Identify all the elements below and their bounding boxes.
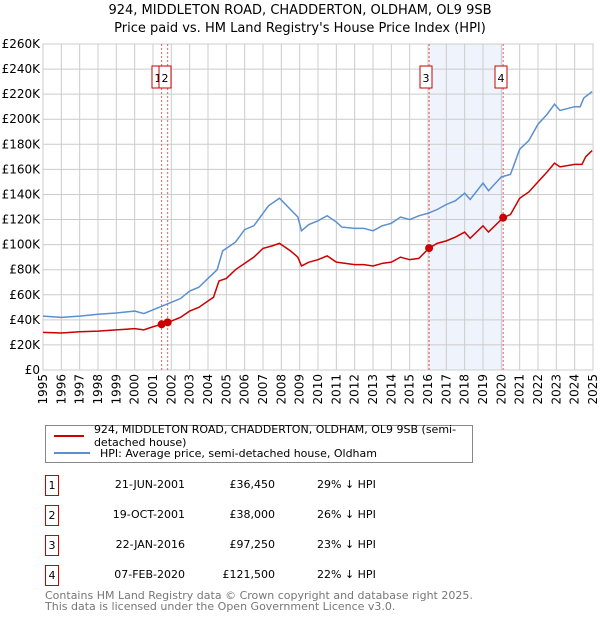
x-tick-label: 2016 [421, 374, 435, 405]
y-tick-label: £220K [2, 87, 42, 101]
x-tick-label: 1998 [91, 374, 105, 405]
legend-label: HPI: Average price, semi-detached house,… [100, 446, 377, 460]
x-tick-label: 2014 [384, 374, 398, 405]
x-tick-label: 2009 [293, 374, 307, 405]
x-tick-label: 2003 [183, 374, 197, 405]
y-tick-label: £160K [2, 162, 42, 176]
y-tick-label: £100K [2, 238, 42, 252]
chart-title: 924, MIDDLETON ROAD, CHADDERTON, OLDHAM,… [108, 3, 492, 18]
sale-number-badge: 3 [45, 535, 59, 556]
x-tick-label: 2020 [494, 374, 508, 405]
x-tick-label: 2015 [403, 374, 417, 405]
x-tick-label: 2004 [201, 374, 215, 405]
y-tick-label: £0 [25, 363, 40, 377]
sale-label-box [494, 65, 508, 89]
x-tick-label: 2007 [256, 374, 270, 405]
y-tick-label: £40K [9, 313, 41, 327]
x-tick-label: 2025 [586, 374, 600, 405]
y-tick-label: £180K [2, 137, 42, 151]
sale-hpi-diff: 23% ↓ HPI [317, 538, 376, 551]
sale-price: £97,250 [229, 538, 276, 551]
x-tick-label: 2017 [439, 374, 453, 405]
y-tick-label: £60K [9, 288, 41, 302]
x-tick-label: 2002 [164, 374, 178, 405]
sale-point [425, 244, 434, 253]
y-tick-label: £20K [9, 338, 41, 352]
plot-border [42, 43, 594, 371]
sale-price: £36,450 [229, 478, 276, 491]
legend-label: 924, MIDDLETON ROAD, CHADDERTON, OLDHAM,… [93, 423, 457, 449]
sale-date: 21-JUN-2001 [114, 478, 185, 491]
x-tick-label: 1999 [109, 374, 123, 405]
sale-label: 4 [498, 72, 505, 85]
y-tick-label: £260K [2, 37, 42, 51]
sale-label-box [158, 65, 172, 89]
sale-point [499, 213, 508, 222]
plot-area: £0 £20K £40K £60K £80K £100K £120K £140K £160K £1… [2, 37, 600, 405]
footer-copyright: Contains HM Land Registry data © Crown c… [45, 589, 473, 602]
legend-item-hpi: HPI: Average price, semi-detached house,… [54, 445, 377, 461]
sale-number-badge: 4 [45, 565, 59, 586]
y-tick-label: £120K [2, 213, 42, 227]
x-tick-label: 2010 [311, 374, 325, 405]
x-tick-label: 1997 [73, 374, 87, 405]
sale-label: 3 [423, 72, 430, 85]
x-tick-label: 1996 [54, 374, 68, 405]
legend-swatch-blue [54, 452, 90, 454]
sale-price: £121,500 [222, 568, 276, 581]
x-tick-label: 2022 [531, 374, 545, 405]
x-tick-label: 2000 [128, 374, 142, 405]
x-tick-label: 2018 [458, 374, 472, 405]
sale-price: £38,000 [229, 508, 276, 521]
x-tick-label: 2008 [274, 374, 288, 405]
footer-licence: This data is licensed under the Open Gov… [45, 600, 396, 613]
y-tick-label: £80K [9, 263, 41, 277]
sale-number-badge: 2 [45, 505, 59, 526]
sale-label: 2 [162, 72, 169, 85]
chart-subtitle: Price paid vs. HM Land Registry's House … [114, 21, 486, 36]
sale-hpi-diff: 29% ↓ HPI [317, 478, 376, 491]
sale-date: 22-JAN-2016 [115, 538, 185, 551]
legend: 924, MIDDLETON ROAD, CHADDERTON, OLDHAM,… [45, 423, 473, 463]
sale-label-box [419, 65, 433, 89]
x-tick-label: 2024 [568, 374, 582, 405]
x-tick-label: 2023 [549, 374, 563, 405]
x-tick-label: 1995 [36, 374, 50, 405]
y-tick-label: £200K [2, 112, 42, 126]
sale-point [163, 318, 172, 327]
sale-number-badge: 1 [45, 475, 59, 496]
legend-swatch-red [54, 435, 84, 437]
legend-item-price-paid: 924, MIDDLETON ROAD, CHADDERTON, OLDHAM,… [54, 423, 472, 449]
x-tick-label: 2021 [513, 374, 527, 405]
sale-date: 07-FEB-2020 [114, 568, 185, 581]
x-tick-label: 2001 [146, 374, 160, 405]
y-tick-label: £240K [2, 62, 42, 76]
sale-label: 1 [155, 72, 162, 85]
x-tick-label: 2019 [476, 374, 490, 405]
series-line [42, 91, 593, 319]
x-tick-label: 2006 [238, 374, 252, 405]
sale-hpi-diff: 26% ↓ HPI [317, 508, 376, 521]
sale-point [157, 320, 166, 329]
x-tick-label: 2013 [366, 374, 380, 405]
sale-hpi-diff: 22% ↓ HPI [317, 568, 376, 581]
x-tick-label: 2005 [219, 374, 233, 405]
x-tick-label: 2011 [329, 374, 343, 405]
sale-date: 19-OCT-2001 [112, 508, 185, 521]
x-tick-label: 2012 [348, 374, 362, 405]
y-tick-label: £140K [2, 187, 42, 201]
